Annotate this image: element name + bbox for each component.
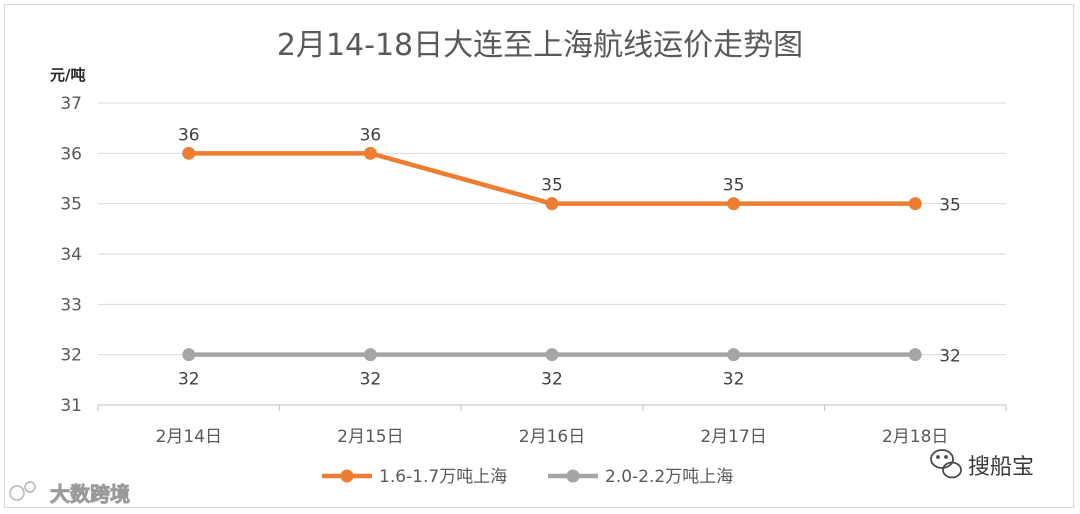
- x-tick-label: 2月14日: [156, 427, 222, 447]
- data-point: [363, 348, 377, 362]
- x-tick-label: 2月17日: [700, 427, 766, 447]
- y-tick-label: 35: [60, 195, 82, 215]
- data-point: [545, 197, 559, 211]
- data-label: 32: [178, 370, 200, 390]
- data-label: 32: [723, 370, 745, 390]
- y-axis-unit: 元/吨: [50, 66, 85, 84]
- data-point: [908, 197, 922, 211]
- legend-marker: [340, 469, 354, 483]
- data-label: 32: [939, 347, 961, 367]
- x-tick-label: 2月18日: [882, 427, 948, 447]
- x-tick-label: 2月16日: [519, 427, 585, 447]
- data-label: 35: [723, 176, 745, 196]
- data-point: [727, 197, 741, 211]
- data-point: [363, 146, 377, 160]
- y-tick-label: 32: [60, 346, 82, 366]
- legend-marker: [566, 469, 580, 483]
- data-label: 36: [178, 125, 200, 145]
- legend-label: 2.0-2.2万吨上海: [605, 467, 733, 487]
- data-label: 32: [360, 370, 382, 390]
- data-label: 35: [939, 196, 961, 216]
- watermark-logo-icon: [9, 485, 25, 501]
- y-tick-label: 31: [60, 396, 82, 416]
- chart-frame: [4, 4, 1074, 508]
- y-tick-label: 34: [60, 245, 82, 265]
- data-label: 36: [360, 125, 382, 145]
- legend-label: 1.6-1.7万吨上海: [379, 467, 507, 487]
- data-point: [908, 348, 922, 362]
- data-point: [182, 146, 196, 160]
- watermark-left: 大数跨境: [9, 481, 130, 506]
- x-tick-label: 2月15日: [337, 427, 403, 447]
- data-label: 35: [541, 176, 563, 196]
- chart-title: 2月14-18日大连至上海航线运价走势图: [277, 28, 803, 63]
- y-tick-label: 36: [60, 144, 82, 164]
- watermark-right: 搜船宝: [930, 449, 1034, 480]
- y-tick-label: 37: [60, 94, 82, 114]
- watermark-left-text: 大数跨境: [50, 482, 130, 506]
- data-point: [727, 348, 741, 362]
- wechat-icon: [930, 449, 962, 479]
- data-label: 32: [541, 370, 563, 390]
- y-tick-label: 33: [60, 295, 82, 315]
- watermark-right-text: 搜船宝: [968, 455, 1034, 480]
- data-point: [182, 348, 196, 362]
- data-point: [545, 348, 559, 362]
